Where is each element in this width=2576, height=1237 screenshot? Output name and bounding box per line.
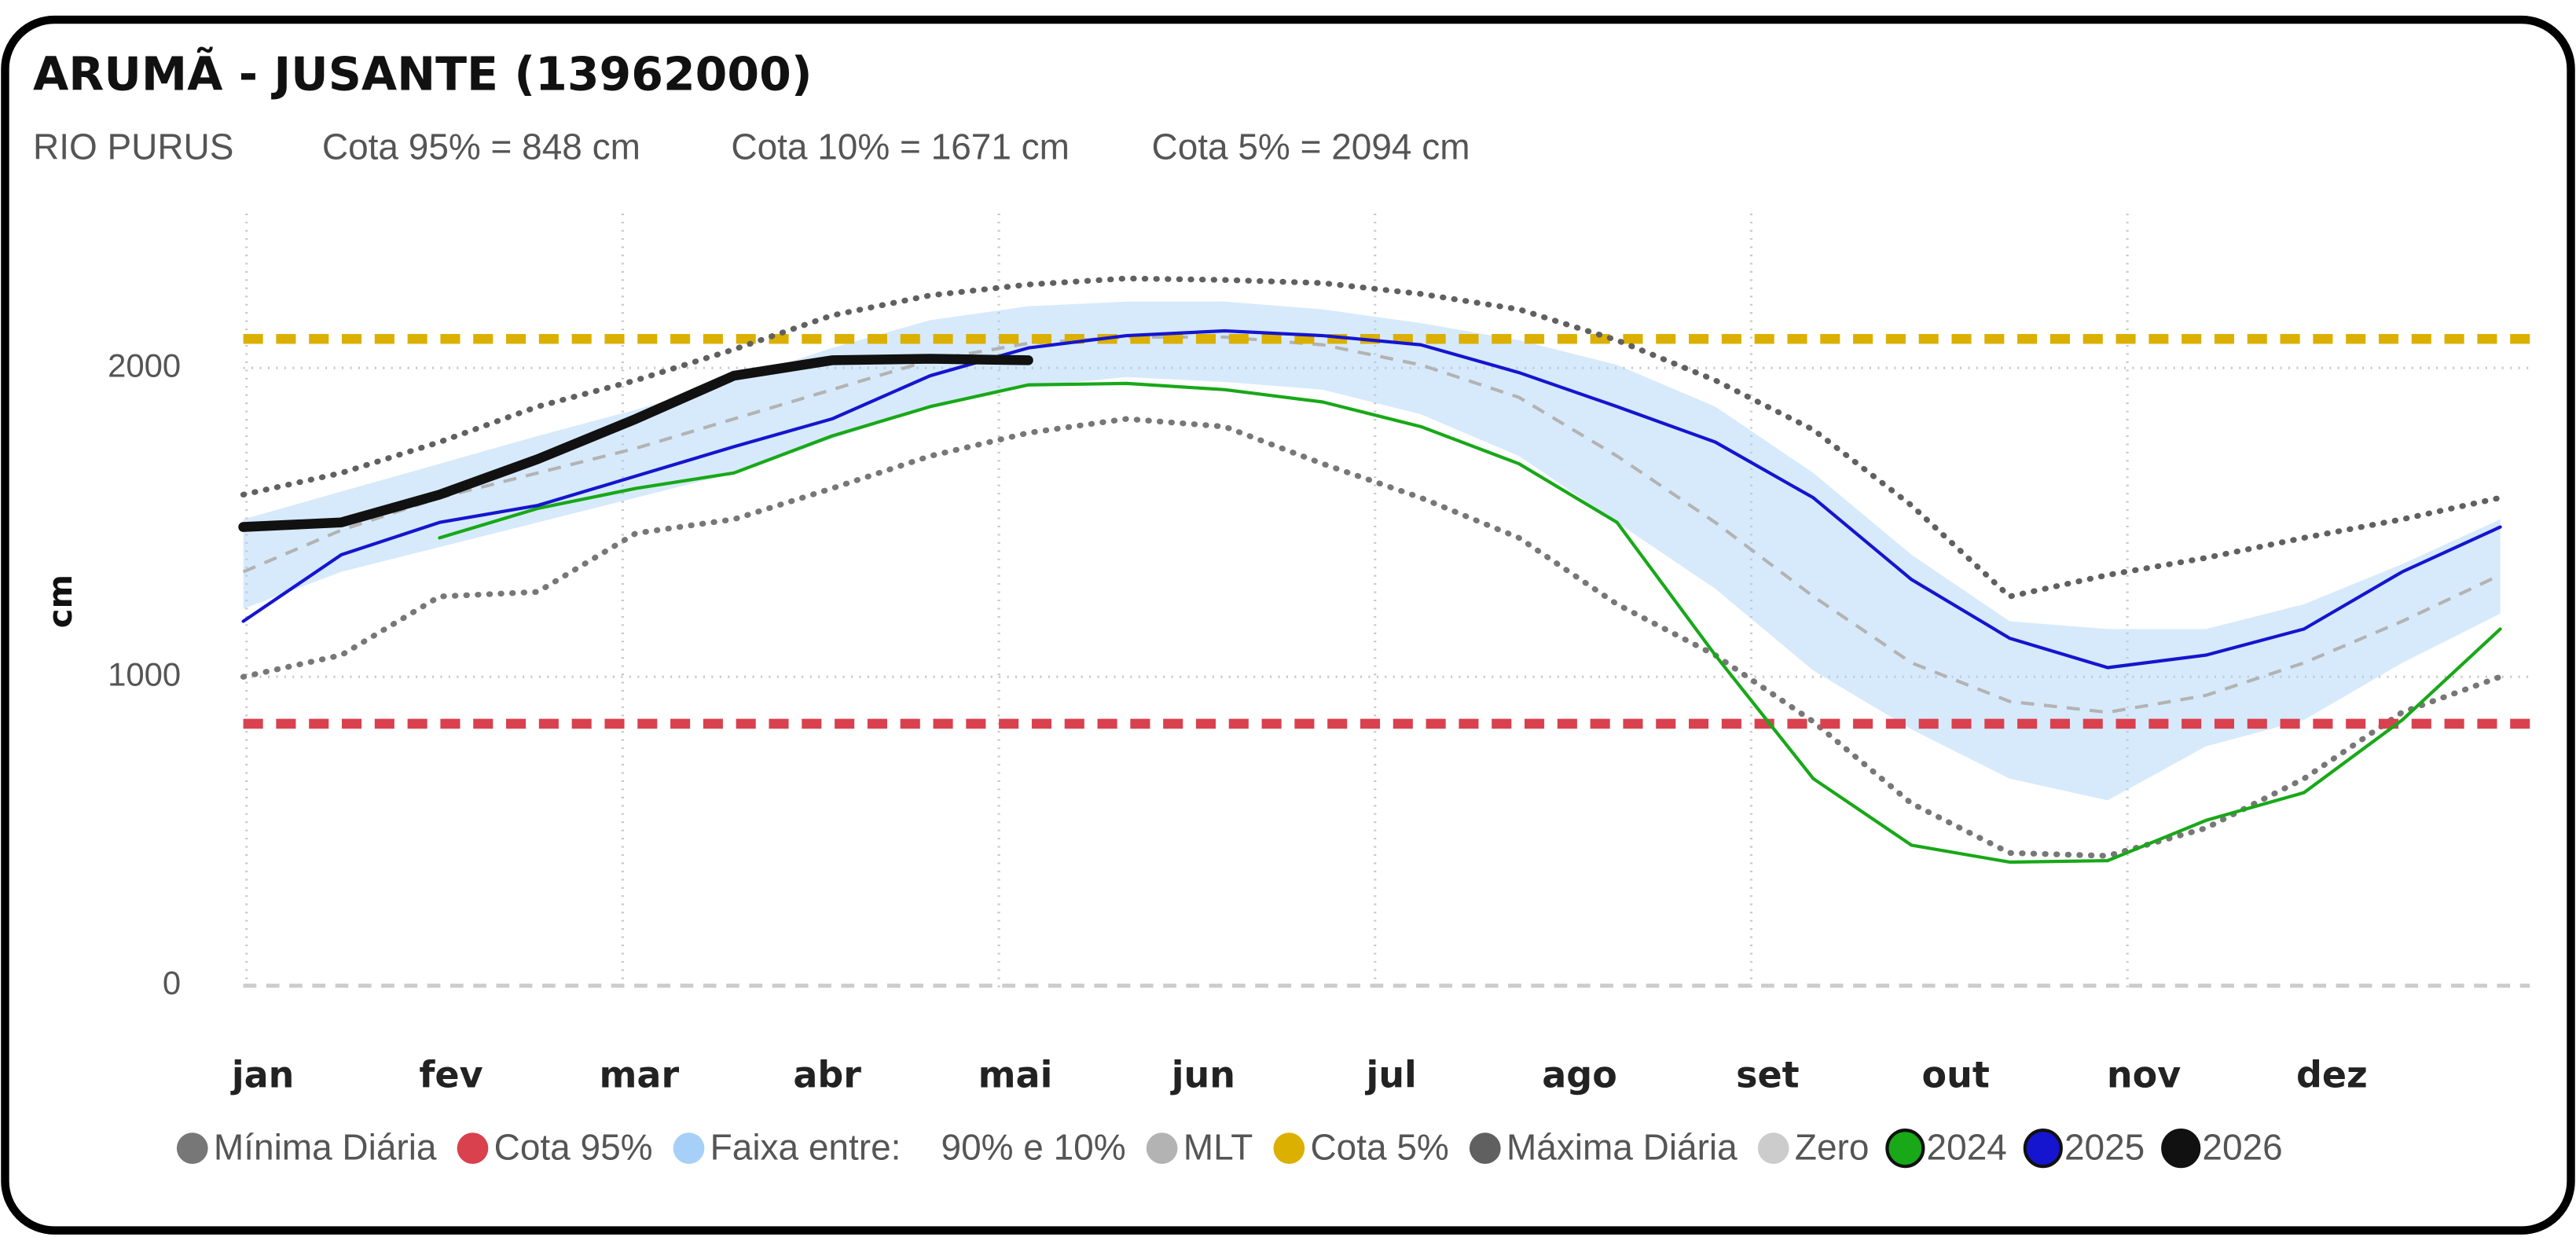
x-tick-label: out (1922, 1054, 1990, 1096)
legend-label: MLT (1183, 1126, 1253, 1167)
legend-marker (1469, 1132, 1501, 1164)
legend-marker (1146, 1132, 1178, 1164)
stat: Cota 95% = 848 cm (322, 126, 640, 167)
x-tick-label: jun (1170, 1054, 1235, 1096)
legend-label: 2024 (1927, 1126, 2007, 1167)
legend-marker (1885, 1129, 1925, 1169)
x-tick-label: nov (2107, 1054, 2181, 1096)
legend-label: Mínima Diária (214, 1126, 437, 1167)
legend-marker (1757, 1132, 1789, 1164)
series-line (240, 416, 2504, 859)
legend-label: Zero (1795, 1126, 1870, 1167)
legend-label: Faixa entre: 90% e 10% (710, 1126, 1126, 1167)
series-line (238, 354, 1033, 532)
x-tick-label: dez (2296, 1054, 2368, 1096)
series-line (438, 381, 2502, 864)
plot-area: 0 1000 2000 jan fev mar abr mai jun jul ago set out n… (108, 213, 2530, 1096)
legend-marker (457, 1132, 489, 1164)
legend-label: 2026 (2202, 1126, 2282, 1167)
card (1, 15, 2575, 1235)
legend-label: Máxima Diária (1506, 1126, 1738, 1167)
x-tick-label: fev (419, 1054, 483, 1096)
legend-label: Cota 5% (1310, 1126, 1448, 1167)
y-tick-label: 0 (163, 964, 181, 1001)
series-line (242, 335, 2501, 714)
legend-marker (2161, 1129, 2201, 1169)
x-tick-label: mai (978, 1054, 1053, 1096)
series-line (240, 275, 2504, 600)
legend-marker (176, 1132, 208, 1164)
legend-marker (1273, 1132, 1305, 1164)
x-tick-label: set (1736, 1054, 1800, 1096)
stat: Cota 10% = 1671 cm (731, 126, 1070, 167)
legend-label: Cota 95% (494, 1126, 653, 1167)
series-line (241, 329, 2502, 670)
x-tick-label: jan (230, 1054, 295, 1096)
stat: Cota 5% = 2094 cm (1152, 126, 1470, 167)
x-tick-label: ago (1542, 1054, 1617, 1096)
x-tick-label: abr (793, 1054, 861, 1096)
legend-label: 2025 (2064, 1126, 2145, 1167)
legend-marker (2023, 1129, 2063, 1169)
x-tick-label: mar (600, 1054, 680, 1096)
y-tick-label: 1000 (108, 655, 181, 692)
legend-marker (673, 1132, 705, 1164)
chart-title: ARUMÃ - JUSANTE (13962000) (33, 46, 813, 101)
y-tick-label: 2000 (108, 347, 181, 384)
y-axis-label: cm (41, 574, 79, 628)
x-tick-label: jul (1365, 1054, 1417, 1096)
legend: Mínima Diária Cota 95% Faixa entre: 90% e … (176, 1126, 2283, 1169)
river: RIO PURUS (33, 126, 233, 167)
